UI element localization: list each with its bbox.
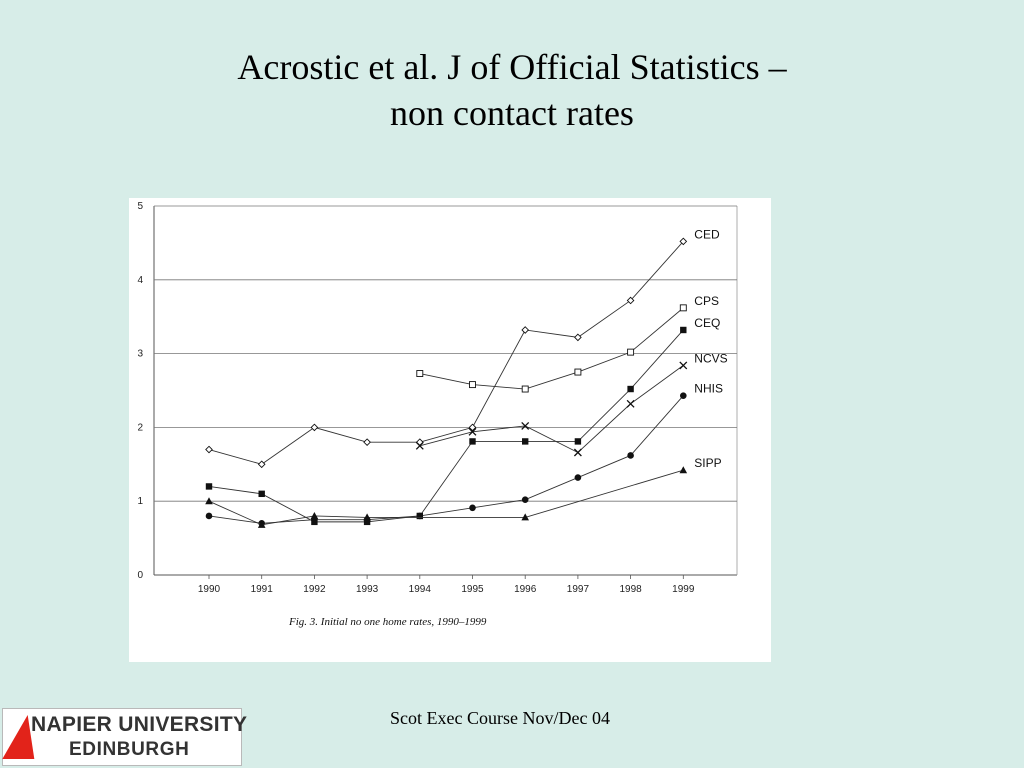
point-nhis	[416, 512, 424, 520]
point-ceq	[574, 438, 582, 445]
point-ceq	[680, 326, 687, 334]
series-label-sipp: SIPP	[694, 456, 721, 470]
point-ncvs	[521, 421, 530, 430]
point-ncvs	[415, 441, 424, 450]
y-tick-label: 0	[137, 570, 143, 581]
x-tick-label: 1996	[514, 584, 537, 595]
logo-line2: EDINBURGH	[69, 739, 190, 760]
slide-title: Acrostic et al. J of Official Statistics…	[0, 44, 1024, 136]
point-sipp	[521, 513, 529, 521]
point-ncvs	[626, 399, 635, 408]
point-ced	[521, 326, 530, 334]
point-ncvs	[679, 361, 688, 370]
x-tick-label: 1999	[672, 584, 695, 595]
series-label-ceq: CEQ	[694, 316, 720, 330]
point-sipp	[205, 497, 213, 505]
figure-caption: Fig. 3. Initial no one home rates, 1990–…	[288, 616, 487, 628]
point-sipp	[310, 511, 319, 519]
series-label-cps: CPS	[694, 294, 719, 308]
point-sipp	[679, 466, 688, 474]
series-line-nhis	[208, 395, 684, 524]
point-ceq	[205, 483, 213, 490]
point-ceq	[627, 385, 634, 393]
point-cps	[627, 348, 635, 356]
x-tick-label: 1997	[567, 584, 590, 595]
x-tick-label: 1992	[303, 584, 326, 595]
series-line-sipp	[208, 469, 684, 526]
point-cps	[521, 385, 529, 393]
point-nhis	[680, 392, 687, 399]
point-ceq	[522, 438, 529, 445]
x-tick-label: 1995	[461, 584, 484, 595]
y-tick-label: 4	[137, 275, 143, 286]
slide-title-line2: non contact rates	[390, 93, 634, 133]
point-ced	[257, 460, 266, 469]
point-cps	[416, 370, 424, 377]
point-ced	[574, 333, 582, 342]
line-chart: 0 1 2 3 4 5 1990 1991 1992 1993 1994 1995 1996 1997 19…	[137, 201, 738, 628]
point-ced	[310, 423, 319, 432]
series-line-ced	[208, 241, 684, 465]
point-ced	[679, 237, 688, 246]
point-ced	[626, 296, 635, 305]
napier-university-logo: NAPIER UNIVERSITY EDINBURGH	[2, 708, 247, 766]
x-tick-label: 1993	[356, 584, 379, 595]
point-sipp	[363, 513, 371, 521]
point-nhis	[205, 512, 213, 520]
x-tick-label: 1990	[198, 584, 221, 595]
point-sipp	[257, 520, 266, 528]
point-ncvs	[573, 448, 582, 457]
point-cps	[574, 368, 582, 376]
series-label-ncvs: NCVS	[694, 351, 727, 365]
point-nhis	[574, 474, 582, 481]
series-label-ced: CED	[694, 227, 720, 241]
point-nhis	[521, 496, 529, 504]
slide-footer: Scot Exec Course Nov/Dec 04	[390, 708, 610, 728]
point-nhis	[627, 452, 634, 459]
point-ncvs	[468, 427, 477, 436]
series-label-nhis: NHIS	[694, 382, 723, 396]
point-ced	[205, 445, 213, 454]
y-tick-label: 2	[137, 422, 143, 433]
series-line-ceq	[208, 329, 684, 523]
slide-title-line1: Acrostic et al. J of Official Statistics…	[237, 47, 787, 87]
point-nhis	[469, 504, 476, 512]
y-tick-label: 5	[137, 201, 143, 212]
x-tick-label: 1991	[251, 584, 274, 595]
point-cps	[469, 381, 476, 389]
x-tick-label: 1998	[619, 584, 642, 595]
series-line-cps	[419, 307, 684, 390]
x-tick-label: 1994	[409, 584, 432, 595]
series-line-ncvs	[419, 365, 684, 454]
point-cps	[679, 304, 687, 312]
logo-line1: NAPIER UNIVERSITY	[31, 713, 248, 736]
point-ced	[468, 423, 477, 432]
y-tick-label: 3	[137, 349, 143, 360]
point-ceq	[258, 490, 265, 498]
point-ced	[363, 438, 371, 446]
point-ceq	[469, 438, 476, 445]
chart-figure: 0 1 2 3 4 5 1990 1991 1992 1993 1994 1995 1996 1997 19…	[129, 198, 771, 662]
y-tick-label: 1	[137, 496, 143, 507]
